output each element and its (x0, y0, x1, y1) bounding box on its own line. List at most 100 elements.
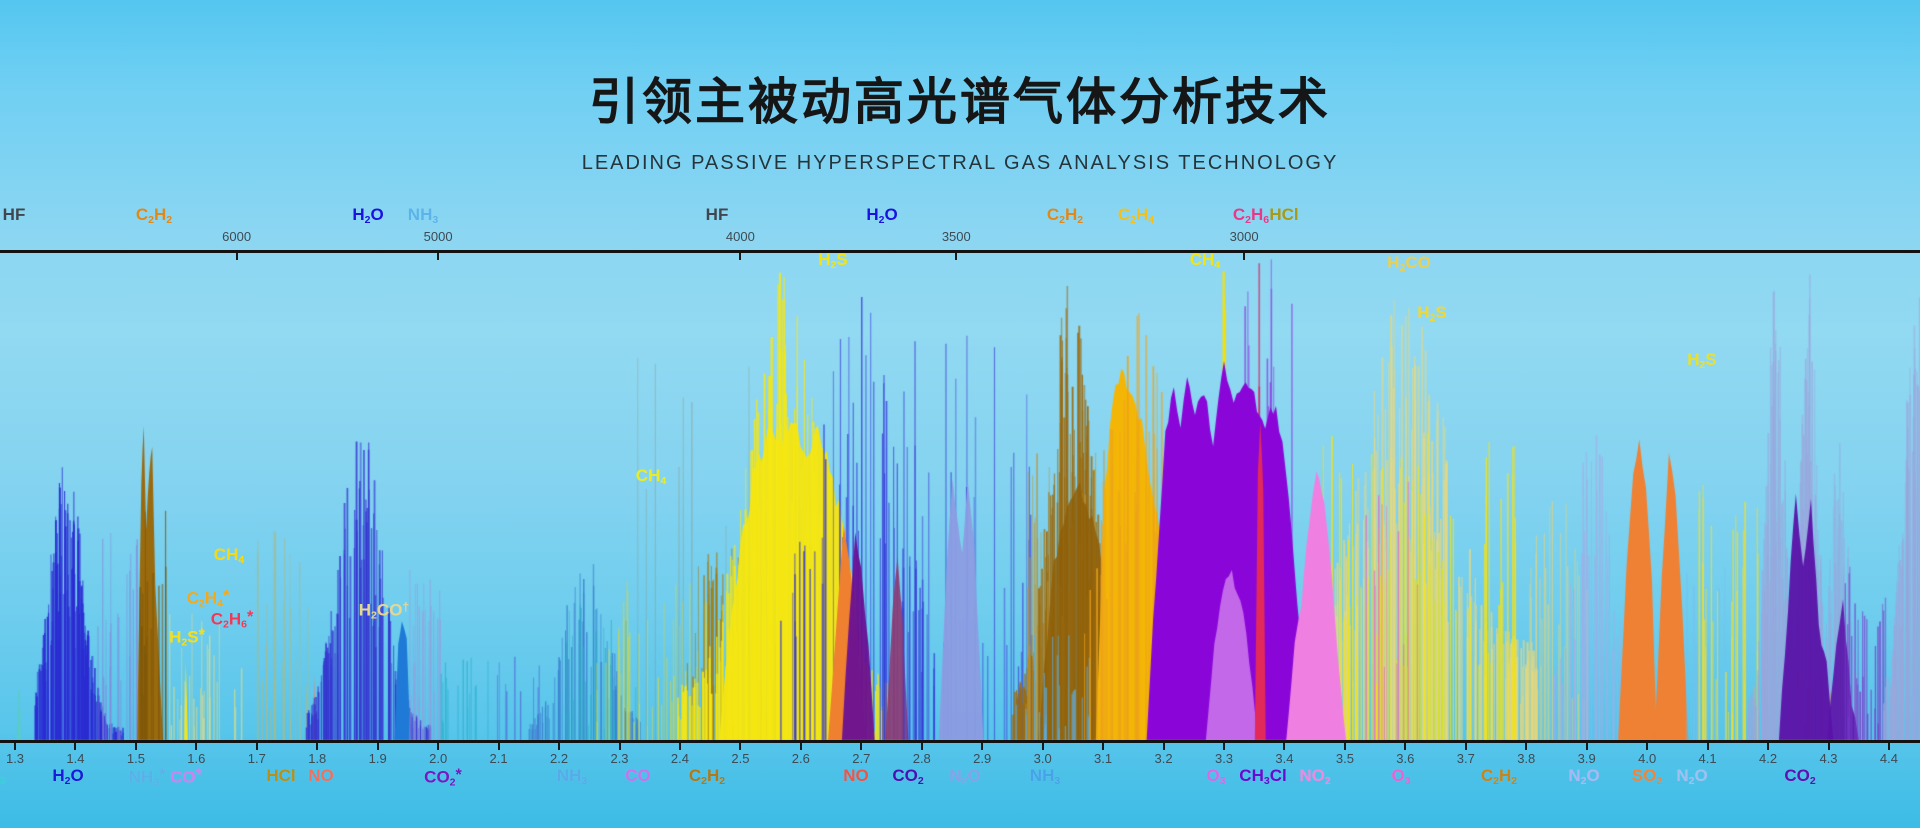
bottom-tick-mark (799, 743, 802, 750)
bottom-gas-label: N2O (949, 766, 981, 788)
bottom-tick-label: 2.7 (852, 751, 871, 766)
bottom-tick-label: 3.6 (1396, 751, 1415, 766)
top-gas-label: H2O (866, 205, 898, 227)
bottom-tick-label: 4.2 (1759, 751, 1778, 766)
top-tick-mark (235, 253, 238, 260)
bottom-tick-label: 1.3 (5, 751, 25, 766)
bottom-gas-label: SO2 (1631, 766, 1663, 788)
top-tick-label: 4000 (725, 229, 755, 244)
bottom-gas-label: H2O (52, 766, 84, 788)
top-tick-mark (437, 253, 440, 260)
inchart-gas-label: H2S (1417, 303, 1447, 325)
bottom-tick-label: 1.4 (66, 751, 85, 766)
bottom-tick-mark (1162, 743, 1165, 750)
inchart-gas-label: CH4 (635, 466, 667, 488)
bottom-tick-label: 3.0 (1033, 751, 1052, 766)
bottom-tick-mark (74, 743, 77, 750)
bottom-tick-mark (1525, 743, 1528, 750)
bottom-gas-label: NO2 (1299, 766, 1331, 788)
bottom-tick-mark (1767, 743, 1770, 750)
inchart-gas-label: C2H4* (186, 587, 230, 610)
bottom-gas-label: CH3Cl (1239, 766, 1287, 788)
bottom-gas-label: N2O (1676, 766, 1708, 788)
bottom-tick-mark (255, 743, 258, 750)
bottom-tick-label: 3.4 (1275, 751, 1294, 766)
bottom-axis-line (0, 740, 1920, 743)
bottom-gas-label: CO (625, 766, 651, 785)
top-gas-label: HF (2, 205, 26, 224)
bottom-gas-label: NH3* (128, 766, 166, 789)
bottom-gas-label: N2O (1568, 766, 1600, 788)
page-subtitle: LEADING PASSIVE HYPERSPECTRAL GAS ANALYS… (581, 152, 1339, 174)
inchart-gas-label: CH4 (213, 545, 245, 567)
bottom-tick-mark (739, 743, 742, 750)
bottom-tick-mark (437, 743, 440, 750)
bottom-tick-label: 2.9 (973, 751, 992, 766)
inchart-gas-label: H2S* (169, 626, 205, 649)
bottom-tick-mark (316, 743, 319, 750)
bottom-tick-mark (1404, 743, 1407, 750)
bottom-tick-label: 3.5 (1335, 751, 1354, 766)
bottom-tick-label: 2.8 (912, 751, 931, 766)
bottom-tick-label: 3.7 (1456, 751, 1475, 766)
inchart-gas-label: H2S (818, 250, 848, 272)
bottom-gas-label: HCl (266, 766, 296, 785)
bottom-tick-label: 2.2 (550, 751, 569, 766)
bottom-tick-label: 2.5 (731, 751, 750, 766)
bottom-gas-label: NH3 (1029, 766, 1061, 788)
bottom-tick-mark (376, 743, 379, 750)
bottom-tick-mark (1827, 743, 1830, 750)
bottom-tick-label: 4.3 (1819, 751, 1838, 766)
bottom-tick-label: 1.8 (308, 751, 327, 766)
bottom-gas-label: O3 (0, 775, 6, 788)
bottom-tick-label: 4.0 (1638, 751, 1657, 766)
bottom-gas-label: CO2* (424, 766, 462, 789)
top-gas-label: C2H2 (1046, 205, 1084, 227)
bottom-tick-mark (195, 743, 198, 750)
bottom-tick-mark (678, 743, 681, 750)
bottom-tick-label: 2.0 (429, 751, 448, 766)
bottom-tick-mark (1585, 743, 1588, 750)
inchart-gas-label: C2H6* (210, 608, 254, 631)
bottom-gas-label: O3 (1206, 766, 1226, 788)
bottom-tick-mark (14, 743, 16, 750)
bottom-tick-mark (134, 743, 137, 750)
top-tick-mark (1243, 253, 1246, 260)
bottom-gas-label: CO* (170, 766, 202, 787)
bottom-tick-mark (1706, 743, 1709, 750)
bottom-tick-label: 2.1 (489, 751, 508, 766)
bottom-gas-label: CO2 (892, 766, 924, 788)
bottom-tick-mark (1887, 743, 1890, 750)
inchart-gas-label: H2CO (1387, 253, 1431, 275)
bottom-tick-label: 1.9 (368, 751, 387, 766)
bottom-tick-label: 3.9 (1577, 751, 1596, 766)
top-gas-label: C2H2 (135, 205, 173, 227)
bottom-gas-label: NO (308, 766, 334, 785)
bottom-tick-mark (497, 743, 500, 750)
bottom-tick-mark (981, 743, 984, 750)
bottom-tick-mark (1646, 743, 1649, 750)
top-tick-label: 5000 (423, 229, 453, 244)
top-tick-label: 3500 (941, 229, 971, 244)
bottom-tick-mark (1041, 743, 1044, 750)
top-axis-line (0, 250, 1920, 253)
bottom-gas-label: CO2 (1784, 766, 1816, 788)
inchart-gas-label: H2CO† (358, 600, 410, 622)
bottom-tick-label: 3.3 (1214, 751, 1234, 766)
top-tick-mark (955, 253, 958, 260)
inchart-gas-label: H2S (1687, 350, 1717, 372)
bottom-tick-label: 1.7 (247, 751, 266, 766)
top-gas-label: H2O (352, 205, 384, 227)
top-tick-mark (739, 253, 742, 260)
bottom-tick-label: 1.5 (126, 751, 145, 766)
page-title: 引领主被动高光谱气体分析技术 (589, 73, 1331, 131)
bottom-tick-label: 4.4 (1879, 751, 1898, 766)
top-gas-label: HCl (1269, 205, 1299, 224)
inchart-gas-label: CH4 (1189, 250, 1221, 272)
top-gas-label: NH3 (407, 205, 439, 227)
bottom-tick-mark (1343, 743, 1346, 750)
bottom-tick-mark (1102, 743, 1105, 750)
bottom-tick-mark (920, 743, 923, 750)
bottom-tick-label: 3.2 (1154, 751, 1173, 766)
